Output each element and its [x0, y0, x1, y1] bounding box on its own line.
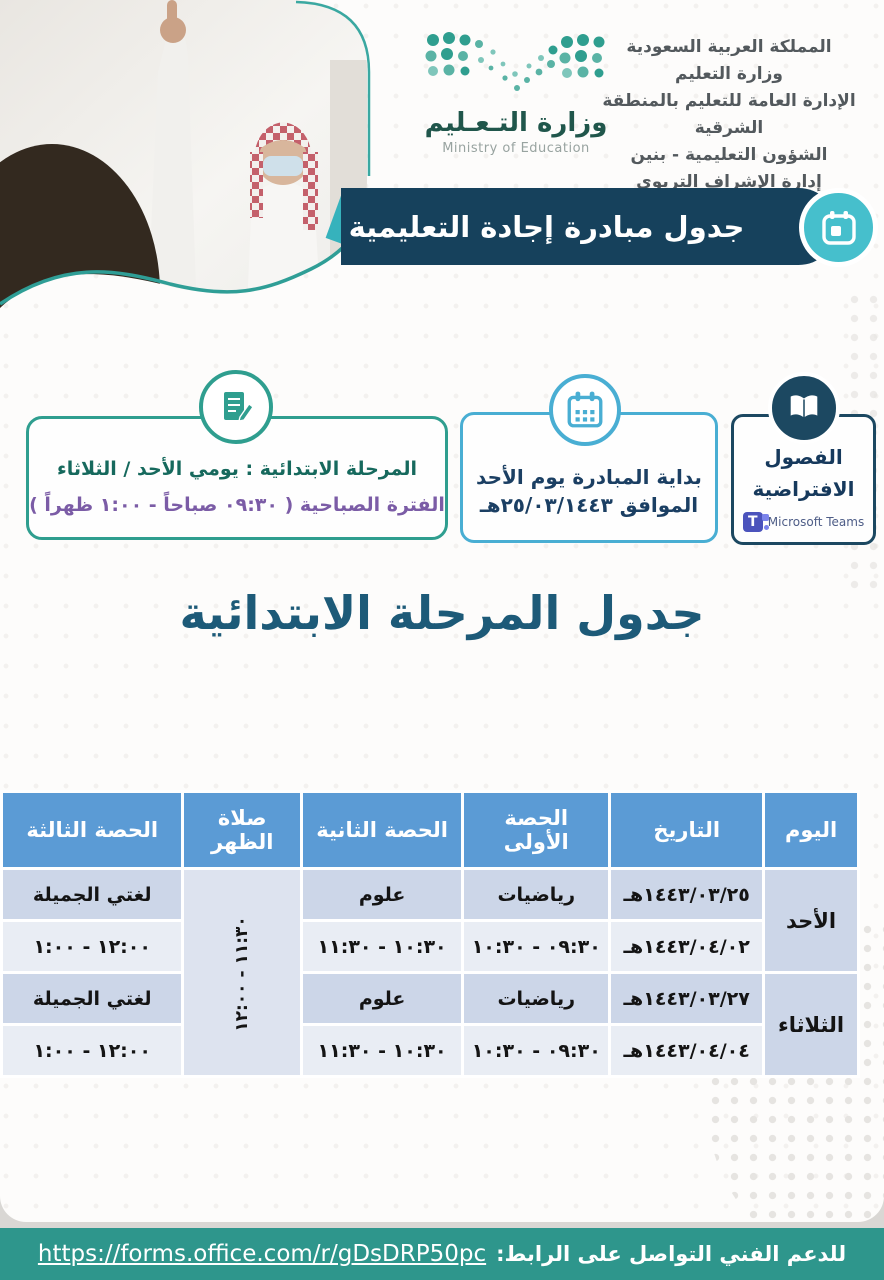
start-card-icon-circle [549, 374, 621, 446]
banner-title: جدول مبادرة إجادة التعليمية [348, 209, 745, 244]
org-line-ministry: وزارة التعليم [675, 64, 783, 84]
classroom-photo [0, 0, 382, 348]
table-row: الأحد ١٤٤٣/٠٣/٢٥هـ رياضيات علوم ١١:٣٠ - … [0, 867, 860, 1078]
day-tuesday-cell: الثلاثاء [762, 971, 860, 1078]
support-label: للدعم الفني التواصل على الرابط: [496, 1242, 847, 1266]
virtual-line2: الافتراضية [752, 477, 855, 501]
initiative-banner: جدول مبادرة إجادة التعليمية [341, 188, 837, 265]
support-footer: للدعم الفني التواصل على الرابط: https://… [0, 1228, 884, 1280]
period3-time-cell: ١٢:٠٠ - ١:٠٠ [0, 1023, 185, 1078]
header-period2: الحصة الثانية [299, 790, 465, 870]
ministry-logo: وزارة التـعـليم Ministry of Education [418, 30, 614, 156]
prayer-time-text: ١١:٣٠ - ١٢:٠٠ [232, 915, 253, 1032]
stage-card-days: المرحلة الابتدائية : يومي الأحد / الثلاث… [56, 458, 418, 480]
period2-cell: علوم [299, 971, 465, 1026]
stage-card-period: الفترة الصباحية ( ٠٩:٣٠ صباحاً - ١:٠٠ ظه… [29, 494, 445, 516]
date-cell: ١٤٤٣/٠٣/٢٥هـ [608, 867, 766, 922]
day-sunday-cell: الأحد [762, 867, 860, 974]
page-panel: المملكة العربية السعودية وزارة التعليم ا… [0, 0, 884, 1222]
calendar-icon [821, 210, 856, 245]
table-row: ١٤٤٣/٠٤/٠٤هـ ٠٩:٣٠ - ١٠:٣٠ ١٠:٣٠ - ١١:٣٠… [0, 1023, 859, 1078]
note-pencil-icon [224, 392, 254, 422]
period1-time-cell: ٠٩:٣٠ - ١٠:٣٠ [461, 1023, 612, 1078]
period1-cell: رياضيات [461, 867, 612, 922]
header-day: اليوم [762, 790, 860, 870]
ministry-logo-dots-icon [425, 32, 605, 91]
org-line-country: المملكة العربية السعودية [626, 37, 832, 57]
stage-card-icon-circle [199, 370, 273, 444]
logo-arabic-text: وزارة التـعـليم [424, 108, 608, 138]
teams-logo-letter: T [748, 514, 758, 530]
header-prayer: صلاة الظهر [181, 790, 303, 870]
period2-cell: علوم [299, 867, 465, 922]
header-period3: الحصة الثالثة [0, 790, 185, 870]
logo-english-text: Ministry of Education [442, 141, 590, 156]
date-cell: ١٤٤٣/٠٤/٠٤هـ [608, 1023, 766, 1078]
virtual-line1: الفصول [764, 445, 843, 469]
date-cell: ١٤٤٣/٠٤/٠٢هـ [608, 919, 766, 974]
prayer-time-cell: ١١:٣٠ - ١٢:٠٠ [181, 867, 303, 1078]
open-book-icon [790, 395, 818, 418]
start-date-line1: بداية المبادرة يوم الأحد [476, 464, 702, 489]
schedule-table: اليوم التاريخ الحصة الأولى الحصة الثانية… [0, 790, 860, 1078]
table-header-row: اليوم التاريخ الحصة الأولى الحصة الثانية… [0, 790, 860, 870]
period2-time-cell: ١٠:٣٠ - ١١:٣٠ [299, 919, 465, 974]
table-row: الثلاثاء ١٤٤٣/٠٣/٢٧هـ رياضيات علوم لغتي … [0, 971, 860, 1078]
start-date-line2: الموافق ٢٥/٠٣/١٤٤٣هـ [479, 492, 699, 517]
start-date-card: بداية المبادرة يوم الأحد الموافق ٢٥/٠٣/١… [460, 412, 718, 543]
calendar-icon [567, 391, 603, 428]
microsoft-teams-row: T Microsoft Teams [742, 512, 865, 532]
period3-cell: لغتي الجميلة [0, 867, 185, 922]
period1-cell: رياضيات [461, 971, 612, 1026]
period1-time-cell: ٠٩:٣٠ - ١٠:٣٠ [461, 919, 612, 974]
org-header: المملكة العربية السعودية وزارة التعليم ا… [584, 34, 874, 196]
teams-label: Microsoft Teams [767, 515, 865, 529]
period3-time-cell: ١٢:٠٠ - ١:٠٠ [0, 919, 185, 974]
header-period1: الحصة الأولى [461, 790, 612, 870]
header-date: التاريخ [608, 790, 766, 870]
table-row: ١٤٤٣/٠٤/٠٢هـ ٠٩:٣٠ - ١٠:٣٠ ١٠:٣٠ - ١١:٣٠… [0, 919, 859, 974]
banner-calendar-badge [799, 188, 878, 267]
page-title: جدول المرحلة الابتدائية [179, 586, 705, 640]
org-line-affairs: الشؤون التعليمية - بنين [630, 145, 828, 165]
virtual-card-icon-circle [768, 372, 840, 444]
org-line-administration: الإدارة العامة للتعليم بالمنطقة الشرقية [602, 91, 856, 138]
period3-cell: لغتي الجميلة [0, 971, 185, 1026]
org-line-supervision: إدارة الإشراف التربوي [636, 172, 822, 192]
support-form-link[interactable]: https://forms.office.com/r/gDsDRP50pc [37, 1241, 487, 1267]
date-cell: ١٤٤٣/٠٣/٢٧هـ [608, 971, 766, 1026]
teams-logo-icon: T [742, 512, 769, 532]
period2-time-cell: ١٠:٣٠ - ١١:٣٠ [299, 1023, 465, 1078]
